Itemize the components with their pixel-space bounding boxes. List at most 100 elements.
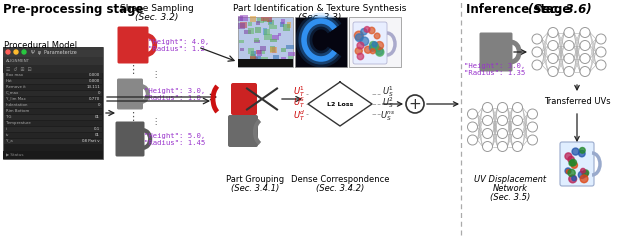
FancyBboxPatch shape [269,18,273,24]
Text: "Height": 3.0,
"Radius": 1.0: "Height": 3.0, "Radius": 1.0 [144,88,205,101]
Circle shape [357,42,364,49]
Text: Rim Bottom: Rim Bottom [6,109,29,113]
Circle shape [566,169,570,174]
FancyBboxPatch shape [248,23,252,26]
FancyBboxPatch shape [251,62,256,65]
Circle shape [360,37,369,46]
Circle shape [369,41,376,48]
Circle shape [376,41,383,50]
FancyBboxPatch shape [255,56,261,62]
Circle shape [580,54,590,64]
Text: $U_T^1$: $U_T^1$ [293,85,305,100]
Circle shape [14,50,18,54]
Circle shape [548,54,558,64]
FancyBboxPatch shape [274,59,281,66]
FancyBboxPatch shape [3,65,103,73]
FancyBboxPatch shape [239,40,244,43]
Text: ⋮: ⋮ [151,117,159,126]
Circle shape [467,109,477,119]
Text: $U_S^1$: $U_S^1$ [382,85,394,100]
Circle shape [548,27,558,37]
Circle shape [548,41,558,50]
Circle shape [583,170,589,176]
Circle shape [582,171,588,177]
Text: Hat: Hat [6,78,13,82]
FancyBboxPatch shape [246,63,253,66]
FancyBboxPatch shape [263,28,268,35]
Circle shape [355,31,364,40]
Circle shape [527,109,538,119]
FancyBboxPatch shape [280,22,284,27]
FancyBboxPatch shape [260,57,268,62]
Circle shape [564,27,574,37]
FancyBboxPatch shape [264,29,270,35]
Circle shape [513,141,522,151]
Circle shape [364,46,371,53]
Circle shape [369,45,376,51]
Text: ☰  ↺  ⊞  ⊟: ☰ ↺ ⊞ ⊟ [6,67,32,72]
Text: i: i [6,127,7,131]
Circle shape [497,115,508,126]
FancyBboxPatch shape [231,83,257,115]
Circle shape [483,141,493,151]
FancyBboxPatch shape [282,57,286,61]
Circle shape [467,135,477,145]
Circle shape [570,159,577,166]
Circle shape [371,49,375,54]
Text: 0: 0 [97,102,100,106]
FancyBboxPatch shape [255,40,259,43]
FancyBboxPatch shape [4,127,102,132]
Text: TG: TG [6,114,12,118]
FancyBboxPatch shape [4,109,102,114]
FancyBboxPatch shape [257,61,262,66]
FancyBboxPatch shape [257,50,262,56]
Circle shape [376,48,384,56]
FancyBboxPatch shape [261,17,268,21]
Circle shape [374,33,380,39]
Circle shape [572,148,579,155]
FancyBboxPatch shape [257,18,264,23]
Circle shape [513,115,522,126]
Text: (Sec. 3.2): (Sec. 3.2) [135,13,179,22]
Text: $U_T^d$: $U_T^d$ [292,109,305,123]
Text: Box max: Box max [6,73,23,77]
FancyBboxPatch shape [3,47,103,57]
Text: 0.770: 0.770 [89,96,100,100]
Circle shape [483,102,493,113]
Circle shape [532,34,542,44]
FancyBboxPatch shape [244,30,251,34]
FancyBboxPatch shape [272,47,276,53]
Circle shape [565,153,572,160]
FancyBboxPatch shape [115,122,145,156]
Text: iv: iv [6,132,10,137]
Circle shape [580,175,588,183]
Text: 0.000: 0.000 [89,78,100,82]
FancyBboxPatch shape [270,39,277,42]
FancyBboxPatch shape [250,57,256,64]
Text: Part Identification & Texture Synthesis: Part Identification & Texture Synthesis [234,4,406,13]
Circle shape [564,41,574,50]
FancyBboxPatch shape [238,59,293,67]
FancyBboxPatch shape [261,60,269,66]
FancyBboxPatch shape [251,51,257,56]
Text: (Sec. 3.3): (Sec. 3.3) [298,13,342,22]
FancyBboxPatch shape [4,97,102,102]
Text: 0.000: 0.000 [89,73,100,77]
Text: Indentation: Indentation [6,102,29,106]
Circle shape [364,27,370,32]
FancyBboxPatch shape [286,45,294,49]
Circle shape [579,171,586,178]
Circle shape [580,147,585,153]
Circle shape [406,95,424,113]
Circle shape [569,160,575,166]
FancyBboxPatch shape [479,32,513,72]
Circle shape [565,168,571,174]
FancyBboxPatch shape [4,91,102,96]
Circle shape [580,41,590,50]
FancyBboxPatch shape [270,46,275,52]
Text: ▶ Status: ▶ Status [6,153,24,157]
FancyBboxPatch shape [248,48,254,54]
Text: 13.111: 13.111 [86,85,100,88]
FancyBboxPatch shape [281,19,285,24]
Text: 01: 01 [95,114,100,118]
